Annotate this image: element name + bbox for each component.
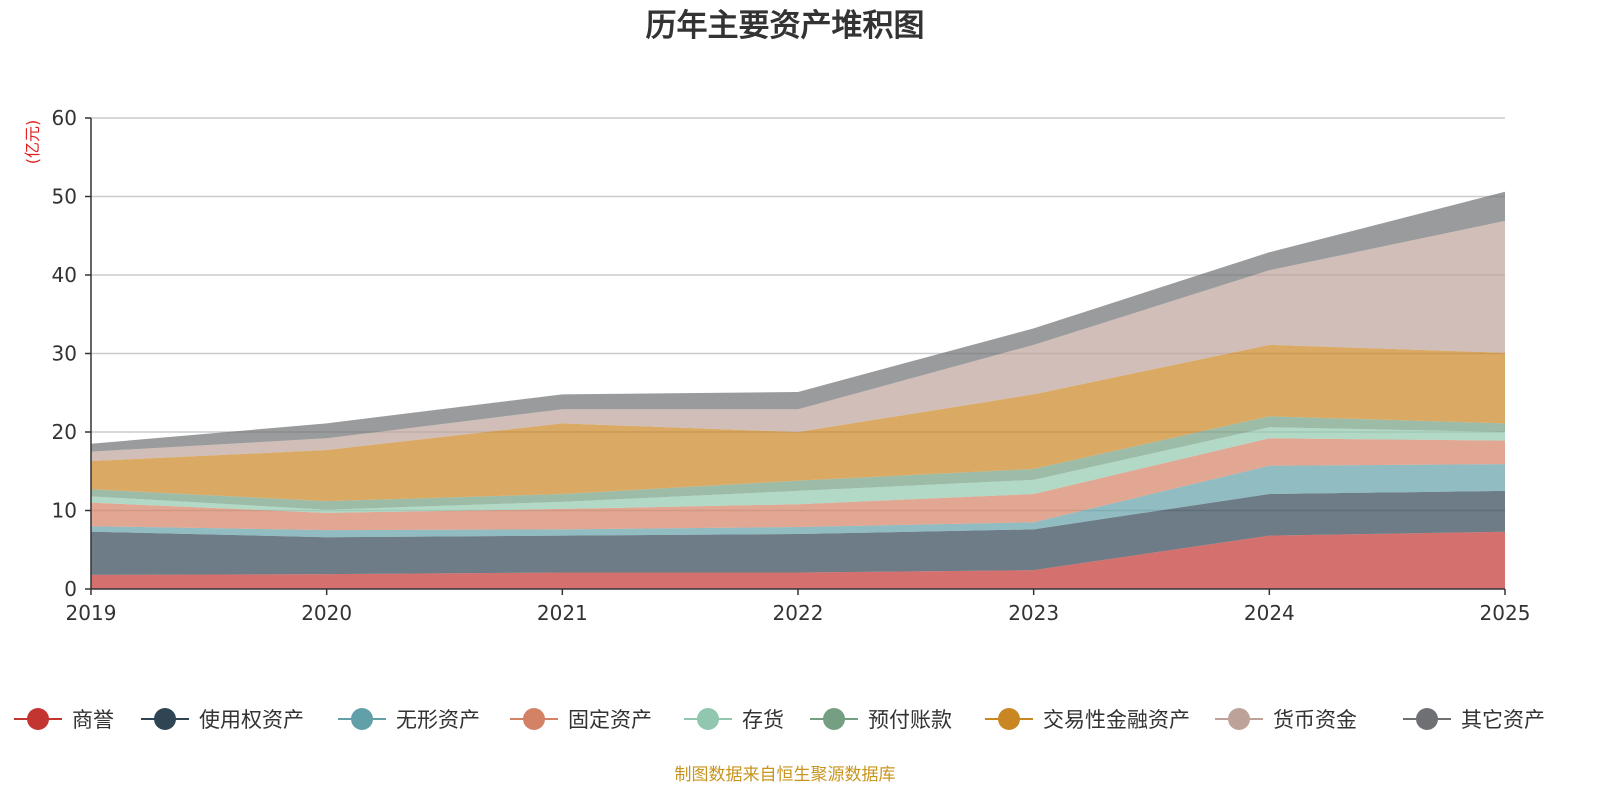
legend-item[interactable]: 预付账款 bbox=[810, 708, 952, 732]
legend-circle-icon bbox=[998, 708, 1020, 730]
x-tick-label: 2023 bbox=[1008, 601, 1059, 625]
legend-item[interactable]: 交易性金融资产 bbox=[985, 708, 1190, 732]
legend-label: 商誉 bbox=[72, 708, 114, 732]
legend-item[interactable]: 使用权资产 bbox=[141, 708, 304, 732]
y-axis-unit-label: (亿元) bbox=[23, 120, 42, 165]
legend-item[interactable]: 固定资产 bbox=[510, 708, 652, 732]
y-tick-label: 20 bbox=[52, 420, 77, 444]
legend-label: 货币资金 bbox=[1273, 708, 1357, 732]
area-series bbox=[91, 191, 1505, 589]
y-tick-label: 40 bbox=[52, 263, 77, 287]
legend-circle-icon bbox=[523, 708, 545, 730]
area-1 bbox=[91, 490, 1505, 575]
x-tick-label: 2020 bbox=[301, 601, 352, 625]
legend-item[interactable]: 货币资金 bbox=[1215, 708, 1357, 732]
legend-label: 交易性金融资产 bbox=[1043, 708, 1190, 732]
x-tick-label: 2022 bbox=[773, 601, 824, 625]
legend-label: 无形资产 bbox=[396, 708, 480, 732]
chart-title: 历年主要资产堆积图 bbox=[646, 8, 925, 44]
legend-label: 存货 bbox=[742, 708, 784, 732]
x-tick-label: 2021 bbox=[537, 601, 588, 625]
area-6 bbox=[91, 344, 1505, 502]
legend-label: 使用权资产 bbox=[199, 708, 304, 732]
legend-circle-icon bbox=[823, 708, 845, 730]
legend-item[interactable]: 商誉 bbox=[14, 708, 114, 732]
legend-label: 预付账款 bbox=[868, 708, 952, 732]
area-5 bbox=[91, 416, 1505, 510]
x-tick-label: 2024 bbox=[1244, 601, 1295, 625]
legend-circle-icon bbox=[1416, 708, 1438, 730]
area-0 bbox=[91, 531, 1505, 589]
legend-item[interactable]: 无形资产 bbox=[338, 708, 480, 732]
data-source-footer: 制图数据来自恒生聚源数据库 bbox=[675, 765, 896, 785]
y-tick-label: 0 bbox=[64, 577, 77, 601]
y-tick-label: 10 bbox=[52, 499, 77, 523]
area-8 bbox=[91, 191, 1505, 452]
y-tick-label: 60 bbox=[52, 106, 77, 130]
area-7 bbox=[91, 220, 1505, 462]
legend-circle-icon bbox=[1228, 708, 1250, 730]
area-3 bbox=[91, 438, 1505, 531]
y-tick-label: 30 bbox=[52, 342, 77, 366]
legend-circle-icon bbox=[154, 708, 176, 730]
legend-item[interactable]: 其它资产 bbox=[1403, 708, 1545, 732]
area-2 bbox=[91, 464, 1505, 538]
legend-label: 固定资产 bbox=[568, 708, 652, 732]
axes: 0 10 20 30 40 50 60 2019 2020 2021 2022 2023 2024 202… bbox=[52, 106, 1531, 625]
legend-item[interactable]: 存货 bbox=[684, 708, 784, 732]
area-4 bbox=[91, 427, 1505, 513]
y-tick-label: 50 bbox=[52, 185, 77, 209]
legend[interactable]: 商誉 使用权资产 无形资产 固定资产 存货 预付账款 交易性金融资产 货币资金 其它资产 bbox=[14, 708, 1545, 732]
legend-circle-icon bbox=[697, 708, 719, 730]
x-tick-label: 2019 bbox=[66, 601, 117, 625]
legend-circle-icon bbox=[27, 708, 49, 730]
legend-circle-icon bbox=[351, 708, 373, 730]
legend-label: 其它资产 bbox=[1461, 708, 1545, 732]
x-tick-label: 2025 bbox=[1480, 601, 1531, 625]
